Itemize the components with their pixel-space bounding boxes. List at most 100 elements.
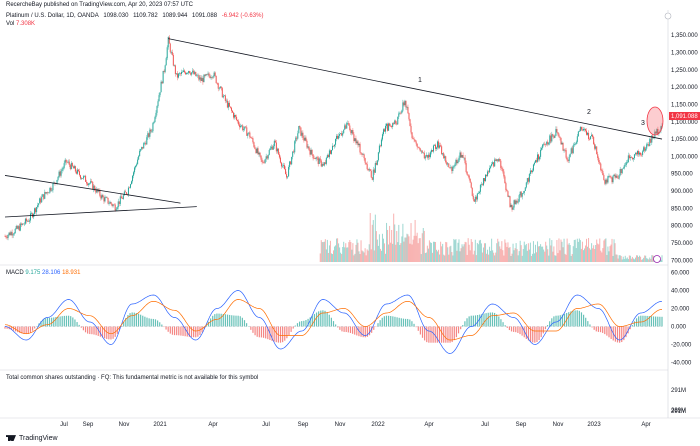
volume-bar (415, 235, 417, 262)
volume-bar (498, 241, 500, 262)
macd-histogram-bar (265, 326, 267, 339)
volume-bar (538, 246, 540, 262)
volume-bar (470, 239, 472, 262)
candle-body (416, 143, 418, 147)
candle-body (380, 139, 382, 147)
macd-histogram-bar (169, 326, 171, 334)
event-marker-icon[interactable] (653, 255, 661, 263)
volume-bar (366, 249, 368, 262)
candle-body (86, 181, 88, 184)
volume-bar (426, 245, 428, 262)
macd-label[interactable]: MACD (6, 270, 24, 276)
macd-histogram-bar (455, 326, 458, 338)
candle-body (13, 233, 15, 235)
macd-histogram-bar (407, 318, 409, 327)
volume-bar (574, 239, 576, 262)
candle-body (224, 95, 226, 101)
volume-bar (525, 243, 527, 262)
volume-bar (443, 254, 445, 262)
volume-bar (547, 249, 549, 262)
candle-body (621, 168, 623, 174)
candle-body (640, 152, 642, 155)
volume-bar (518, 251, 520, 262)
chart-settings-icon[interactable] (664, 12, 672, 20)
candle-body (425, 155, 427, 157)
macd-histogram-bar (549, 321, 551, 327)
candle-body (586, 130, 588, 135)
macd-histogram-bar (82, 326, 85, 331)
candle-body (516, 200, 518, 203)
trendlines[interactable] (4, 38, 663, 218)
candle-body (418, 147, 420, 149)
candle-body (647, 144, 649, 145)
macd-histogram-bar (36, 325, 38, 327)
volume-bar (384, 243, 386, 262)
candle-body (128, 187, 130, 189)
tradingview-logo[interactable]: TradingView (6, 434, 58, 444)
volume-bar (488, 254, 490, 262)
time-tick-label: Nov (553, 422, 564, 428)
candle-body (483, 178, 485, 182)
macd-histogram-bar (332, 321, 335, 327)
candle-body (466, 171, 468, 175)
macd-histogram-bar (57, 316, 59, 327)
volume-bar (431, 252, 433, 262)
volume-bar (428, 240, 430, 262)
macd-histogram-bar (616, 326, 619, 343)
time-axis[interactable]: Jul Sep Nov 2021 Apr Jul Sep Nov 2022 Apr Jul Sep No… (60, 422, 651, 428)
candle-body (91, 181, 93, 182)
candle-body (579, 126, 581, 132)
macd-histogram-bar (19, 326, 21, 333)
macd-axis[interactable]: 60.000 40.000 20.000 0.000 -20.000 -40.000 (671, 271, 692, 367)
candle-body (571, 148, 573, 154)
candle-body (397, 116, 399, 125)
volume-bar (368, 244, 370, 262)
volume-bar (539, 246, 541, 262)
candle-body (290, 161, 292, 165)
candle-body (513, 200, 515, 208)
price-axis[interactable]: 1,350.000 1,300.000 1,250.000 1,200.000 1,15… (671, 33, 698, 264)
candle-body (252, 138, 254, 143)
volume-bar (493, 252, 495, 262)
volume-label[interactable]: Vol (6, 21, 15, 27)
macd-histogram-bar (483, 313, 485, 327)
candle-body (573, 144, 575, 146)
candle-body (144, 142, 146, 144)
candle-body (107, 197, 109, 204)
time-tick-label: Apr (641, 422, 650, 428)
time-tick-label: Sep (516, 422, 527, 428)
candle-body (551, 134, 553, 142)
candle-body (620, 169, 622, 174)
candle-body (186, 72, 188, 75)
symbol-title[interactable]: Platinum / U.S. Dollar, 1D, OANDA (6, 13, 99, 19)
candle-body (203, 74, 205, 83)
macd-histogram-bar (275, 326, 277, 343)
macd-histogram-bar (544, 326, 547, 330)
candle-body (83, 176, 85, 179)
volume-bar (335, 245, 337, 262)
volume-bar (391, 229, 393, 262)
volume-bar (645, 255, 647, 262)
price-tick-label: 1,200.000 (671, 85, 698, 91)
candle-body (552, 134, 554, 136)
candle-body (100, 195, 102, 199)
volume-bar (413, 235, 415, 262)
volume-bar (446, 242, 448, 262)
candle-body (530, 170, 532, 173)
candle-body (254, 146, 256, 150)
macd-histogram-bar (468, 316, 470, 327)
highlight-ellipse[interactable] (646, 106, 664, 136)
candle-body (578, 131, 580, 132)
candle-body (311, 149, 313, 155)
volume-bar (618, 255, 620, 262)
candle-body (222, 95, 224, 98)
macd-histogram-bar (591, 326, 593, 328)
volume-bar (536, 252, 538, 262)
candle-body (344, 125, 346, 130)
trendline (4, 206, 197, 218)
macd-histogram-bar (487, 312, 489, 327)
macd-histogram-bar (212, 315, 214, 327)
time-tick-label: Jul (262, 422, 270, 428)
